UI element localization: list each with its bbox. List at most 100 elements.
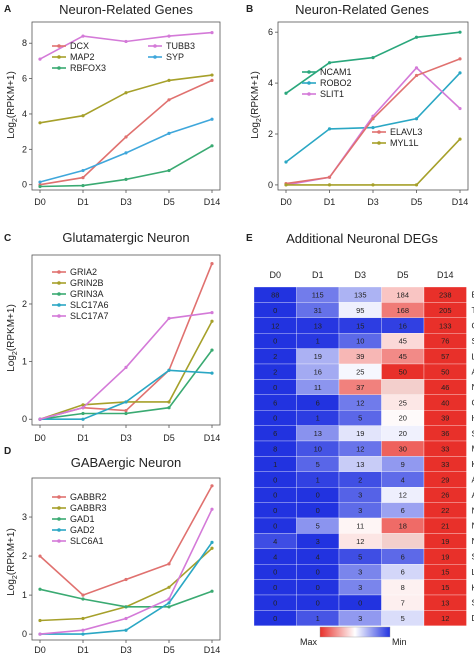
legend-entry: DCX bbox=[70, 41, 89, 51]
data-point bbox=[284, 91, 288, 95]
data-point bbox=[167, 34, 171, 38]
data-point bbox=[284, 183, 288, 187]
y-tick-label: 1 bbox=[22, 590, 27, 600]
legend-entry: ELAVL3 bbox=[390, 127, 422, 137]
cell-value: 7 bbox=[401, 599, 405, 608]
legend-marker bbox=[57, 44, 61, 48]
cell-value: 37 bbox=[356, 383, 364, 392]
data-point bbox=[371, 56, 375, 60]
plot-frame bbox=[277, 21, 469, 191]
cell-value: 45 bbox=[399, 337, 407, 346]
data-point bbox=[371, 183, 375, 187]
cell-value: 1 bbox=[316, 475, 320, 484]
data-point bbox=[327, 61, 332, 65]
data-point bbox=[81, 411, 85, 416]
legend-entry: ROBO2 bbox=[320, 78, 352, 88]
legend-entry: GRIA2 bbox=[70, 267, 97, 277]
cell-value: 0 bbox=[273, 491, 277, 500]
cell-value: 12 bbox=[399, 491, 407, 500]
y-tick-label: 1 bbox=[22, 357, 27, 367]
cell-value: 57 bbox=[441, 352, 449, 361]
cell-value: 4 bbox=[273, 537, 277, 546]
legend-marker bbox=[377, 130, 381, 134]
cell-value: 50 bbox=[399, 368, 407, 377]
cell-value: 3 bbox=[358, 614, 362, 623]
data-point bbox=[81, 183, 85, 188]
legend-marker bbox=[377, 141, 381, 145]
cell-value: 2 bbox=[358, 475, 362, 484]
data-point bbox=[167, 98, 171, 102]
heatmap-cell bbox=[423, 610, 467, 626]
legend-marker bbox=[57, 281, 61, 285]
cell-value: 31 bbox=[314, 306, 322, 315]
plot-frame bbox=[31, 254, 221, 426]
data-point bbox=[167, 562, 171, 566]
cell-value: 12 bbox=[356, 445, 364, 454]
series-line-gria2 bbox=[39, 263, 213, 420]
x-tick-label: D1 bbox=[77, 433, 89, 443]
y-tick-label: 6 bbox=[268, 27, 273, 37]
series-line-gad1 bbox=[39, 588, 213, 608]
plot-frame bbox=[31, 477, 221, 641]
series-line-gad2 bbox=[40, 541, 213, 635]
legend-marker bbox=[57, 66, 61, 70]
data-point bbox=[210, 540, 214, 545]
chart-title: Neuron-Related Genes bbox=[59, 2, 193, 17]
cell-value: 0 bbox=[358, 599, 362, 608]
cell-value: 50 bbox=[441, 368, 449, 377]
data-point bbox=[458, 30, 462, 34]
data-point bbox=[81, 34, 85, 38]
data-point bbox=[81, 597, 85, 601]
legend-entry: RBFOX3 bbox=[70, 63, 106, 73]
cell-value: 19 bbox=[441, 552, 449, 561]
row-gene-label: MEIS3 bbox=[472, 444, 474, 454]
data-point bbox=[167, 605, 171, 609]
data-point bbox=[167, 597, 171, 601]
data-point bbox=[210, 546, 214, 550]
cell-value: 26 bbox=[441, 491, 449, 500]
cell-value: 15 bbox=[441, 568, 449, 577]
cell-value: 25 bbox=[356, 368, 364, 377]
row-gene-label: SEMA5A bbox=[472, 428, 474, 438]
y-tick-label: 2 bbox=[22, 551, 27, 561]
data-point bbox=[167, 316, 171, 320]
data-point bbox=[38, 417, 42, 421]
data-point bbox=[124, 91, 128, 95]
data-point bbox=[167, 368, 171, 372]
x-tick-label: D14 bbox=[204, 433, 221, 443]
cell-value: 95 bbox=[356, 306, 364, 315]
data-point bbox=[210, 319, 214, 323]
legend-entry: SYP bbox=[166, 52, 184, 62]
x-tick-label: D0 bbox=[34, 433, 46, 443]
legend-entry: MAP2 bbox=[70, 52, 95, 62]
cell-value: 6 bbox=[401, 506, 405, 515]
y-axis-label: Log2(RPKM+1) bbox=[6, 304, 19, 372]
data-point bbox=[124, 605, 128, 609]
chart-title: Neuron-Related Genes bbox=[295, 2, 429, 17]
y-tick-label: 2 bbox=[268, 129, 273, 139]
cell-value: 5 bbox=[358, 414, 362, 423]
panel-letter: B bbox=[246, 4, 253, 15]
heatmap-cell bbox=[381, 533, 425, 549]
x-tick-label: D0 bbox=[280, 197, 292, 207]
data-point bbox=[210, 262, 214, 266]
x-tick-label: D1 bbox=[77, 197, 89, 207]
cell-value: 12 bbox=[441, 614, 449, 623]
row-gene-label: SYT1 bbox=[472, 552, 474, 562]
heatmap-cell bbox=[381, 379, 425, 395]
y-tick-label: 4 bbox=[268, 78, 273, 88]
cell-value: 0 bbox=[316, 491, 320, 500]
cell-value: 0 bbox=[273, 583, 277, 592]
data-point bbox=[210, 31, 214, 35]
cell-value: 8 bbox=[273, 445, 277, 454]
panel-C: C Glutamatergic Neuron Log2(RPKM+1) 0 1 2 D0 D1… bbox=[4, 230, 221, 443]
cell-value: 11 bbox=[314, 383, 322, 392]
x-tick-label: D0 bbox=[34, 197, 46, 207]
cell-value: 238 bbox=[439, 291, 452, 300]
data-point bbox=[458, 106, 462, 111]
y-axis-label: Log2(RPKM+1) bbox=[250, 71, 263, 139]
cell-value: 16 bbox=[399, 321, 407, 330]
cell-value: 3 bbox=[358, 506, 362, 515]
y-axis-label: Log2(RPKM+1) bbox=[6, 528, 19, 596]
